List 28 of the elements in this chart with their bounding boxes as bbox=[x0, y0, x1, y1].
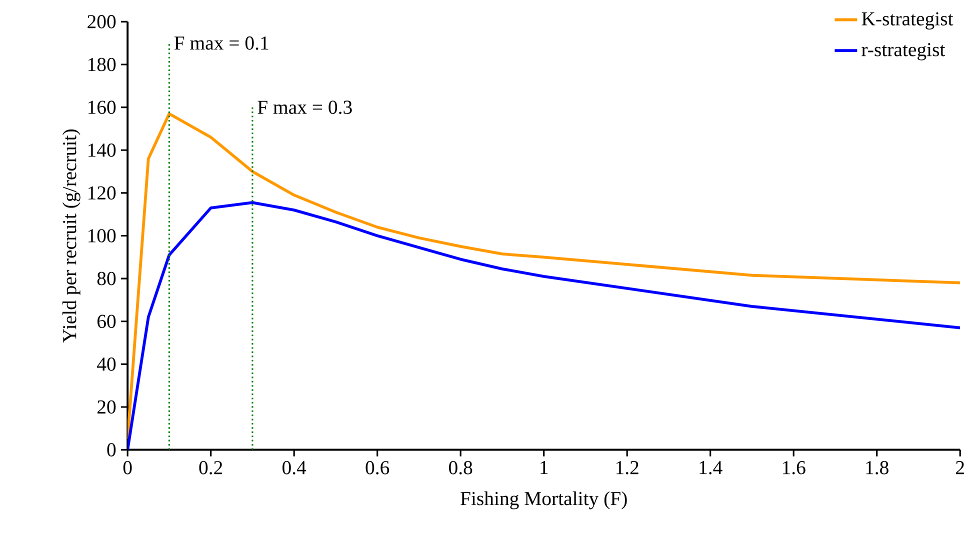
y-tick-label: 140 bbox=[88, 143, 116, 157]
y-tick-label: 120 bbox=[88, 186, 116, 200]
legend-label: K-strategist bbox=[862, 12, 954, 30]
x-axis-title: Fishing Mortality (F) bbox=[460, 491, 627, 510]
y-tick-label: 200 bbox=[88, 14, 116, 28]
ref-line-label: F max = 0.1 bbox=[174, 36, 268, 50]
x-tick-label: 1.6 bbox=[783, 460, 806, 474]
y-tick-label: 20 bbox=[98, 400, 116, 414]
y-tick-label: 60 bbox=[97, 314, 116, 328]
x-tick-label: 1.4 bbox=[700, 460, 722, 474]
x-tick-label: 0.2 bbox=[199, 460, 222, 474]
x-tick-label: 0 bbox=[123, 460, 132, 474]
y-tick-label: 40 bbox=[97, 357, 116, 371]
y-axis-title: Yield per recruit (g/recruit) bbox=[62, 129, 80, 342]
y-tick-label: 160 bbox=[88, 100, 116, 114]
y-tick-label: 80 bbox=[97, 272, 116, 286]
ref-line-label: F max = 0.3 bbox=[258, 100, 352, 114]
y-tick-label: 180 bbox=[88, 58, 116, 71]
x-tick-label: 1.8 bbox=[866, 460, 888, 474]
x-tick-label: 0.4 bbox=[282, 460, 306, 474]
legend-label: r-strategist bbox=[862, 42, 946, 60]
x-tick-label: 0.6 bbox=[366, 460, 390, 474]
x-tick-label: 1.2 bbox=[616, 460, 638, 474]
x-tick-label: 1 bbox=[540, 460, 548, 474]
x-tick-label: 2 bbox=[956, 460, 964, 474]
x-tick-label: 0.8 bbox=[449, 460, 472, 474]
y-tick-label: 0 bbox=[107, 442, 116, 456]
y-tick-label: 100 bbox=[88, 228, 116, 242]
